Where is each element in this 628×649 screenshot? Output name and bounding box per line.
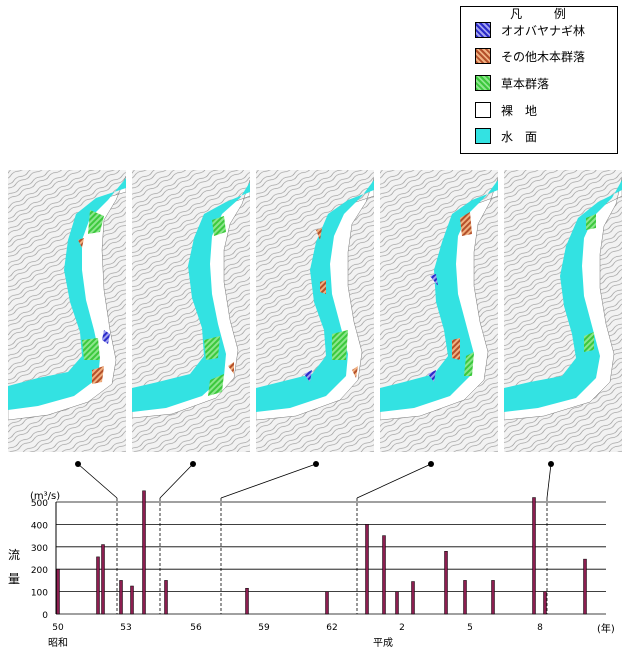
map-panel-4-svg: [380, 170, 498, 452]
chart-bars: [56, 490, 587, 615]
legend-label-willow: オオバヤナギ林: [501, 23, 586, 38]
bar: [96, 556, 100, 615]
y-tick-label: 0: [42, 611, 48, 621]
bar: [395, 591, 399, 615]
map-panel-4: [380, 170, 498, 452]
legend-swatch-herb: [475, 75, 491, 91]
bar: [583, 558, 587, 615]
bar: [411, 581, 415, 615]
x-tick-label: 5: [467, 623, 473, 633]
y-tick-label: 200: [31, 566, 48, 576]
flow-chart: 0 100 200 300 400 500 50 53 56 59 62 2 5 8 (m³/s) (年): [30, 461, 615, 635]
y-tick-label: 500: [31, 499, 48, 509]
chart-grid: [56, 501, 606, 615]
map-panel-1-svg: [8, 170, 126, 452]
bar: [543, 591, 547, 615]
era-heisei: 平成: [373, 638, 393, 649]
panel-marker-line: [220, 463, 317, 499]
legend-item-willow: オオバヤナギ林: [475, 21, 585, 39]
y-unit: (m³/s): [30, 491, 60, 502]
y-tick-label: 100: [31, 589, 48, 599]
x-tick-label: 53: [120, 623, 131, 633]
bar: [491, 580, 495, 615]
map-panel-2: [132, 170, 250, 452]
bar: [444, 551, 448, 615]
bar: [101, 544, 105, 615]
panel-marker-line: [159, 463, 194, 499]
legend-item-water: 水 面: [475, 127, 537, 145]
x-tick-label: 8: [537, 623, 543, 633]
legend-swatch-willow: [475, 22, 491, 38]
legend-label-other-woody: その他木本群落: [501, 49, 586, 64]
panel-marker-line: [77, 463, 118, 499]
bar: [365, 524, 369, 615]
bar: [382, 535, 386, 615]
x-tick-label: 59: [258, 623, 270, 633]
x-unit: (年): [597, 622, 615, 635]
chart-axes: 0 100 200 300 400 500 50 53 56 59 62 2 5 8: [31, 499, 543, 633]
map-panel-1: [8, 170, 126, 452]
map-panel-5-svg: [504, 170, 622, 452]
bar: [119, 580, 123, 615]
legend-swatch-bare: [475, 102, 491, 118]
legend: 凡 例 オオバヤナギ林 その他木本群落 草本群落 裸 地 水 面: [460, 6, 618, 154]
map-panel-3: [256, 170, 374, 452]
legend-item-herb: 草本群落: [475, 74, 549, 92]
x-tick-label: 50: [52, 623, 64, 633]
legend-title: 凡 例: [461, 5, 617, 22]
legend-label-bare: 裸 地: [501, 103, 538, 118]
legend-label-herb: 草本群落: [501, 76, 550, 91]
y-title-1: 流: [8, 548, 21, 562]
bar: [130, 585, 134, 615]
x-tick-label: 2: [399, 623, 405, 633]
y-title-2: 量: [8, 572, 21, 586]
legend-item-bare: 裸 地: [475, 101, 537, 119]
bar: [463, 580, 467, 615]
bar: [164, 580, 168, 615]
bar: [325, 591, 329, 615]
map-panel-5: [504, 170, 622, 452]
bar: [245, 587, 249, 615]
map-panel-2-svg: [132, 170, 250, 452]
era-showa: 昭和: [48, 638, 68, 649]
y-tick-label: 400: [31, 521, 48, 531]
x-tick-label: 62: [326, 623, 337, 633]
bar: [532, 497, 536, 615]
legend-swatch-other-woody: [475, 48, 491, 64]
chart-connectors: [75, 461, 554, 614]
bar: [56, 568, 60, 615]
legend-item-other-woody: その他木本群落: [475, 47, 585, 65]
panel-marker-line: [546, 463, 552, 499]
panel-marker-line: [356, 463, 432, 499]
legend-swatch-water: [475, 128, 491, 144]
legend-label-water: 水 面: [501, 129, 538, 144]
map-panel-3-svg: [256, 170, 374, 452]
y-tick-label: 300: [31, 544, 48, 554]
x-tick-label: 56: [190, 623, 202, 633]
bar: [142, 490, 146, 615]
